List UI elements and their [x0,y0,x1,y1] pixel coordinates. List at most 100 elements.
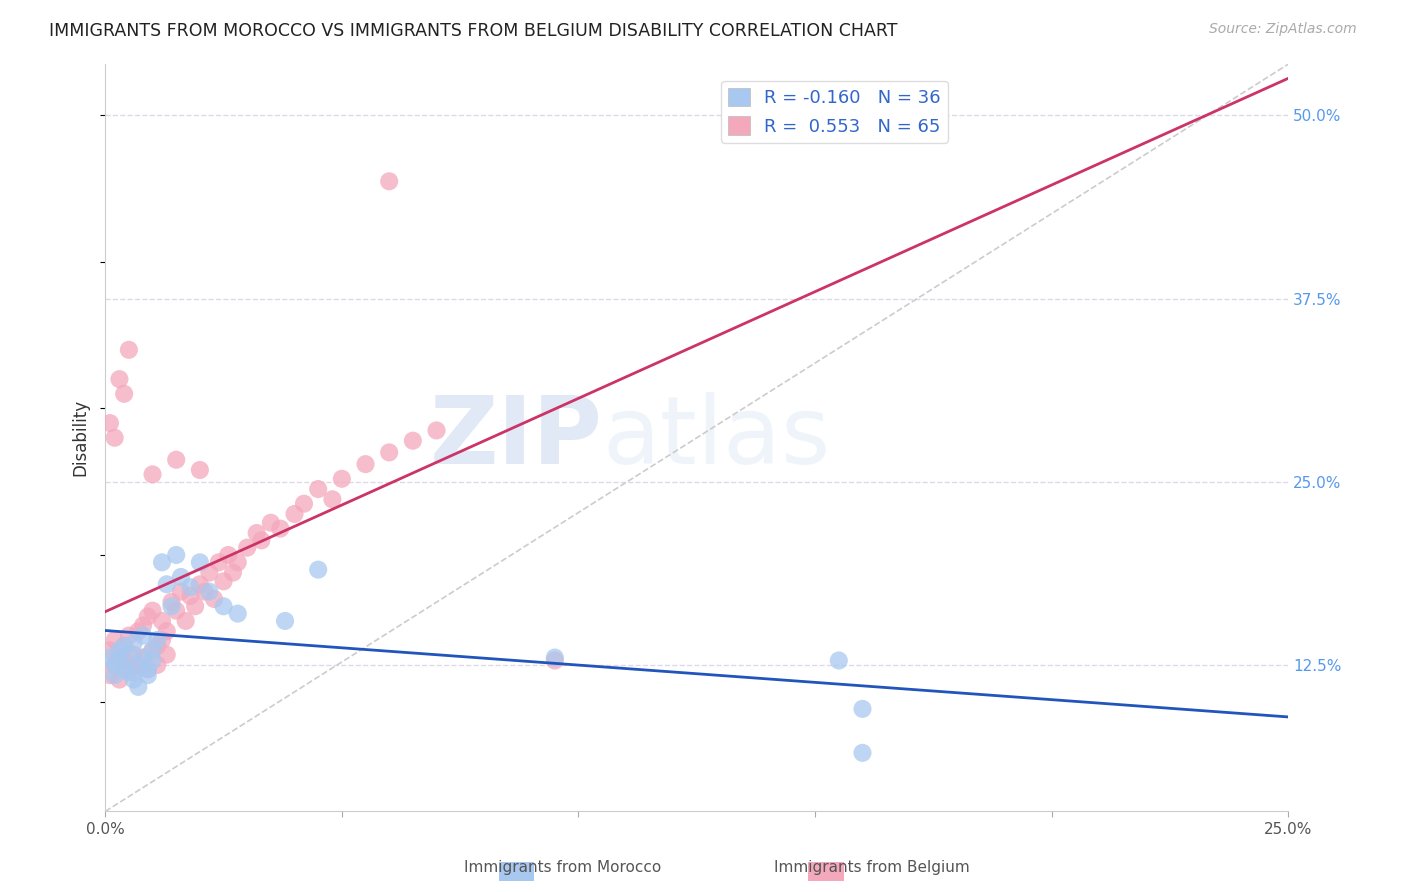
Point [544,653,567,667]
Point [269,522,291,536]
Point [136,668,159,682]
Point [307,482,329,496]
Text: atlas: atlas [602,392,831,483]
Point [136,662,159,676]
Point [170,570,193,584]
Point [828,653,851,667]
Point [222,566,245,580]
Point [122,636,145,650]
Point [108,673,131,687]
Point [160,599,183,614]
Point [132,618,155,632]
Point [136,609,159,624]
Point [851,746,873,760]
Point [160,595,183,609]
Point [132,650,155,665]
Point [226,607,249,621]
Point [122,665,145,680]
Point [146,632,169,647]
Point [132,650,155,665]
Point [136,662,159,676]
Point [141,643,163,657]
Point [274,614,297,628]
Point [112,639,135,653]
Legend: R = -0.160   N = 36, R =  0.553   N = 65: R = -0.160 N = 36, R = 0.553 N = 65 [721,80,948,143]
Point [112,653,135,667]
Point [246,526,269,541]
Point [122,648,145,662]
Point [112,386,135,401]
Point [141,467,163,482]
Point [292,497,315,511]
Point [127,657,149,672]
Point [212,574,235,589]
Point [98,668,121,682]
Text: IMMIGRANTS FROM MOROCCO VS IMMIGRANTS FROM BELGIUM DISABILITY CORRELATION CHART: IMMIGRANTS FROM MOROCCO VS IMMIGRANTS FR… [49,22,897,40]
Point [118,662,141,676]
Point [146,639,169,653]
Point [194,584,217,599]
Point [378,445,401,459]
Point [250,533,273,548]
Point [165,452,187,467]
Point [236,541,259,555]
Point [132,629,155,643]
Point [188,555,211,569]
Point [108,372,131,386]
Point [141,643,163,657]
Point [108,650,131,665]
Y-axis label: Disability: Disability [72,400,89,476]
Text: ZIP: ZIP [429,392,602,483]
Point [104,431,127,445]
Point [118,629,141,643]
Point [127,657,149,672]
Point [321,492,343,507]
Point [165,604,187,618]
Point [127,680,149,694]
Point [307,563,329,577]
Point [188,463,211,477]
Point [98,416,121,430]
Point [98,643,121,657]
Point [202,591,225,606]
Point [104,657,127,672]
Point [127,624,149,639]
Point [112,662,135,676]
Point [104,657,127,672]
Point [402,434,425,448]
Point [170,584,193,599]
Point [198,584,221,599]
Point [260,516,283,530]
Point [330,472,353,486]
Point [146,657,169,672]
Point [198,566,221,580]
Point [156,648,179,662]
Point [118,648,141,662]
Point [188,577,211,591]
Point [354,457,377,471]
Point [174,614,197,628]
Point [118,343,141,357]
Point [104,668,127,682]
Point [544,650,567,665]
Point [150,632,173,647]
Point [184,599,207,614]
Point [425,424,447,438]
Point [150,614,173,628]
Point [98,650,121,665]
Point [217,548,239,562]
Point [141,653,163,667]
Point [104,632,127,647]
Text: Immigrants from Belgium: Immigrants from Belgium [773,861,970,875]
Point [141,604,163,618]
Point [156,624,179,639]
Text: Immigrants from Morocco: Immigrants from Morocco [464,861,661,875]
Point [208,555,231,569]
Point [179,589,201,603]
Point [122,673,145,687]
Point [283,507,305,521]
Point [851,702,873,716]
Point [112,639,135,653]
Point [212,599,235,614]
Point [165,548,187,562]
